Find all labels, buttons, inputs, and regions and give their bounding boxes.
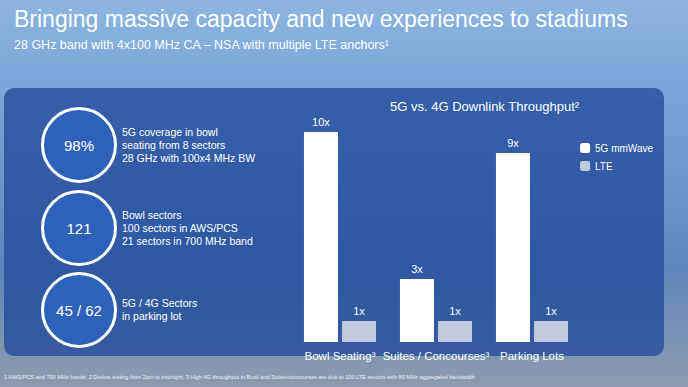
- svg-text:5G mmWave: 5G mmWave: [595, 143, 653, 154]
- html-text:in parking lot: in parking lot: [122, 310, 182, 322]
- html-text:100 sectors in AWS/PCS: 100 sectors in AWS/PCS: [122, 221, 238, 234]
- html-text:1 AWS/PCS and 700 MHz bands; 2: 1 AWS/PCS and 700 MHz bands; 2 Device te…: [4, 374, 475, 380]
- svg-text:Bowl Seating³: Bowl Seating³: [305, 350, 376, 362]
- html-text:28 GHz with 100x4 MHz BW: 28 GHz with 100x4 MHz BW: [122, 151, 255, 164]
- svg-text:10x: 10x: [312, 116, 330, 128]
- html-text:28 GHz band with 4x100 MHz CA: 28 GHz band with 4x100 MHz CA – NSA with…: [14, 38, 389, 52]
- html-text:Bringing massive capacity and: Bringing massive capacity and new experi…: [14, 6, 628, 32]
- html-text:Bowl sectors: Bowl sectors: [122, 208, 182, 221]
- svg-text:1x: 1x: [545, 305, 557, 317]
- html-text:5G / 4G Sectors: 5G / 4G Sectors: [122, 297, 198, 309]
- svg-text:LTE: LTE: [595, 161, 613, 172]
- svg-text:9x: 9x: [507, 137, 519, 149]
- html-text:121: 121: [66, 219, 92, 237]
- html-text:5G coverage in bowl: 5G coverage in bowl: [122, 125, 218, 138]
- html-text:45 / 62: 45 / 62: [56, 301, 102, 319]
- svg-text:5G vs. 4G Downlink Throughput²: 5G vs. 4G Downlink Throughput²: [390, 99, 580, 114]
- svg-text:1x: 1x: [353, 305, 365, 317]
- html-text:98%: 98%: [64, 136, 94, 154]
- svg-text:Suites / Concourses³: Suites / Concourses³: [383, 350, 490, 362]
- svg-text:Parking Lots: Parking Lots: [500, 350, 564, 362]
- html-text:seating from 8 sectors: seating from 8 sectors: [122, 138, 226, 151]
- svg-text:3x: 3x: [411, 263, 423, 275]
- html-text:21 sectors in 700 MHz band: 21 sectors in 700 MHz band: [122, 234, 253, 247]
- svg-text:1x: 1x: [449, 305, 461, 317]
